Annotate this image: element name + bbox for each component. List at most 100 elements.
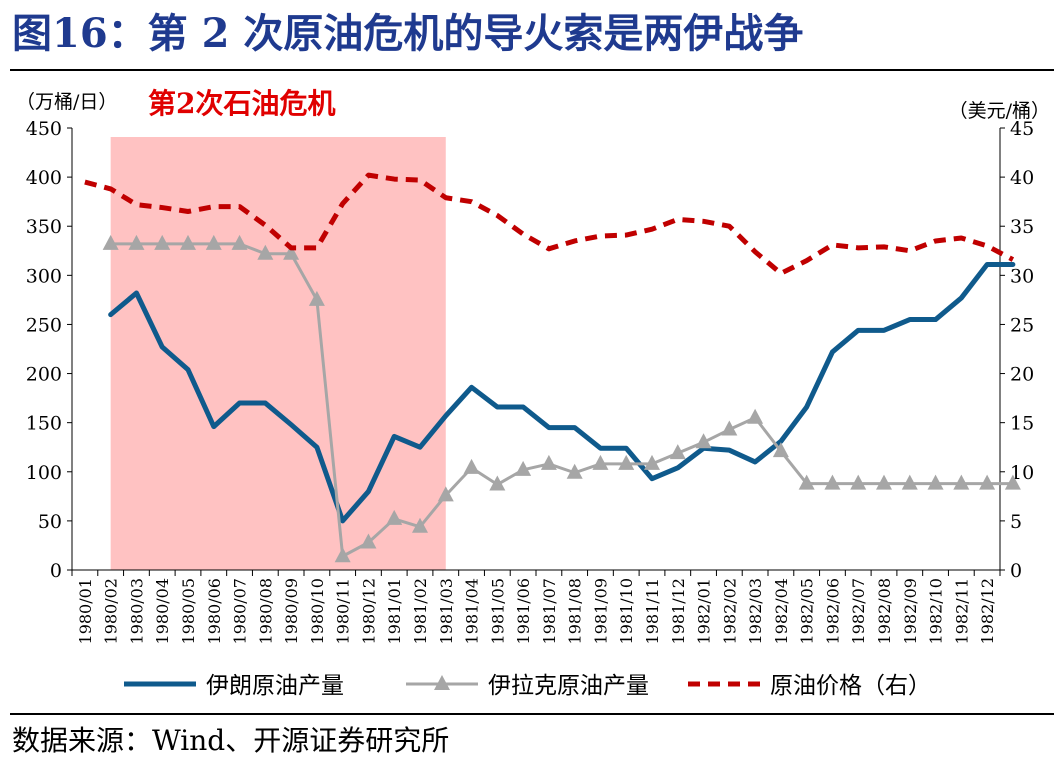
x-tick-label: 1981/02 — [411, 578, 430, 644]
iraq-point-marker — [437, 486, 454, 502]
x-tick-label: 1980/10 — [308, 578, 327, 644]
right-tick-label: 5 — [1010, 511, 1022, 533]
iraq-point-marker — [283, 244, 300, 260]
iraq-point-marker — [798, 474, 815, 490]
right-tick-label: 20 — [1010, 364, 1034, 386]
iraq-point-marker — [953, 474, 970, 490]
iraq-point-marker — [979, 474, 996, 490]
legend-label: 伊拉克原油产量 — [488, 673, 649, 699]
x-tick-label: 1980/12 — [359, 578, 378, 644]
x-tick-label: 1980/11 — [334, 578, 353, 644]
right-tick-label: 15 — [1010, 413, 1034, 435]
left-tick-label: 200 — [26, 364, 62, 386]
source-rule — [10, 713, 1054, 715]
iraq-point-marker — [669, 444, 686, 460]
iraq-point-marker — [618, 454, 635, 470]
left-tick-label: 100 — [26, 462, 62, 484]
series-line-iran — [108, 262, 1016, 524]
right-tick-label: 35 — [1010, 216, 1034, 238]
x-tick-label: 1981/01 — [385, 578, 404, 644]
legend-label: 原油价格（右） — [770, 673, 931, 699]
x-tick-label: 1982/01 — [695, 578, 714, 644]
left-tick-label: 300 — [26, 265, 62, 287]
x-tick-label: 1982/10 — [927, 578, 946, 644]
iraq-point-marker — [540, 454, 557, 470]
x-tick-label: 1982/04 — [772, 578, 791, 644]
iraq-point-marker — [489, 475, 506, 491]
x-tick-label: 1982/05 — [798, 578, 817, 644]
iraq-point-marker — [154, 234, 171, 250]
iraq-point-marker — [721, 420, 738, 436]
source-note: 数据来源：Wind、开源证券研究所 — [12, 724, 450, 757]
right-tick-label: 45 — [1010, 118, 1034, 140]
right-tick-label: 10 — [1010, 462, 1034, 484]
iraq-point-marker — [927, 474, 944, 490]
left-tick-label: 400 — [26, 167, 62, 189]
series-line-price — [84, 172, 1015, 276]
legend: 伊朗原油产量 伊拉克原油产量 原油价格（右） — [124, 673, 931, 699]
x-tick-label: 1980/08 — [256, 578, 275, 644]
figure-title: 图16：第 2 次原油危机的导火索是两伊战争 — [12, 10, 804, 57]
iraq-point-marker — [1004, 474, 1021, 490]
iraq-point-marker — [824, 474, 841, 490]
x-tick-label: 1981/06 — [514, 578, 533, 644]
left-tick-label: 250 — [26, 314, 62, 336]
right-tick-label: 30 — [1010, 265, 1034, 287]
x-tick-label: 1982/03 — [746, 578, 765, 644]
oil-crisis-chart: 0 50 100 150 200 250 300 350 400 450 0 5 10 15 20 25 30 3… — [16, 87, 1050, 699]
iraq-point-marker — [102, 234, 119, 250]
x-tick-label: 1981/11 — [643, 578, 662, 644]
x-tick-label: 1981/10 — [617, 578, 636, 644]
iraq-point-marker — [592, 454, 609, 470]
x-tick-label: 1980/09 — [282, 578, 301, 644]
right-tick-label: 40 — [1010, 167, 1034, 189]
x-tick-label: 1981/05 — [488, 578, 507, 644]
iraq-point-marker — [128, 234, 145, 250]
iraq-point-marker — [231, 234, 248, 250]
x-tick-label: 1980/07 — [231, 578, 250, 644]
x-tick-label: 1980/01 — [76, 578, 95, 644]
x-tick-label: 1980/04 — [153, 578, 172, 644]
left-tick-label: 150 — [26, 413, 62, 435]
legend-marker-iraq — [434, 675, 450, 690]
legend-label: 伊朗原油产量 — [206, 673, 344, 699]
iraq-point-marker — [386, 509, 403, 525]
iraq-point-marker — [308, 290, 325, 306]
left-axis-unit: （万桶/日） — [16, 91, 117, 113]
x-tick-label: 1981/03 — [437, 578, 456, 644]
x-tick-label: 1980/05 — [179, 578, 198, 644]
left-tick-label: 0 — [50, 560, 62, 582]
iraq-point-marker — [257, 244, 274, 260]
x-tick-label: 1982/12 — [978, 578, 997, 644]
x-tick-label: 1981/07 — [540, 578, 559, 644]
x-tick-label: 1981/04 — [463, 578, 482, 644]
x-tick-label: 1981/09 — [591, 578, 610, 644]
left-tick-label: 50 — [38, 511, 62, 533]
iraq-point-marker — [566, 463, 583, 479]
right-tick-label: 0 — [1010, 560, 1022, 582]
left-tick-label: 450 — [26, 118, 62, 140]
title-rule — [10, 69, 1054, 71]
iraq-point-marker — [205, 234, 222, 250]
x-tick-label: 1982/06 — [823, 578, 842, 644]
x-tick-label: 1982/02 — [720, 578, 739, 644]
iraq-point-marker — [412, 517, 428, 533]
iraq-point-marker — [644, 454, 660, 470]
x-tick-label: 1982/09 — [901, 578, 920, 644]
x-tick-label: 1981/08 — [566, 578, 585, 644]
x-tick-label: 1980/03 — [127, 578, 146, 644]
x-tick-label: 1980/02 — [102, 578, 121, 644]
left-tick-label: 350 — [26, 216, 62, 238]
iraq-point-marker — [334, 547, 351, 563]
iraq-point-marker — [772, 442, 789, 458]
iraq-point-marker — [695, 433, 712, 449]
iraq-point-marker — [876, 474, 892, 490]
right-tick-label: 25 — [1010, 314, 1034, 336]
x-tick-label: 1982/07 — [849, 578, 868, 644]
iraq-point-marker — [180, 234, 196, 250]
iraq-point-marker — [360, 533, 377, 549]
x-tick-label: 1982/11 — [952, 578, 971, 644]
iraq-point-marker — [515, 460, 532, 476]
crisis-highlight-band — [110, 137, 446, 570]
